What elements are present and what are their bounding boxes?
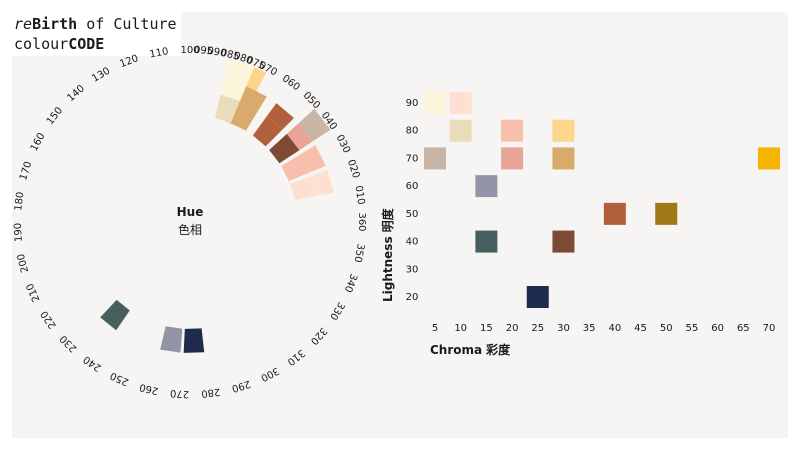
colour-swatches	[424, 92, 780, 308]
chroma-tick-55: 55	[686, 323, 699, 334]
hue-segment-18-2	[312, 170, 334, 196]
hue-tick-095: 095	[194, 45, 214, 57]
hue-segment-42-1	[269, 133, 300, 164]
brand-birth: Birth	[32, 15, 78, 33]
lightness-tick-20: 20	[406, 292, 419, 303]
brand-line-2: colourCODE	[14, 34, 109, 54]
chroma-tick-35: 35	[583, 323, 596, 334]
lightness-axis-label: Lightness 明度	[380, 207, 395, 302]
chroma-tick-5: 5	[432, 323, 438, 334]
swatch-c30-l80	[552, 119, 575, 142]
hue-segment-80-3	[224, 58, 255, 87]
chroma-tick-labels: 5 10 15 20 25 30 35 40 45 50 55 60 65 70	[432, 323, 776, 334]
lightness-tick-30: 30	[406, 264, 419, 275]
hue-tick-100: 100	[180, 45, 199, 56]
chroma-tick-30: 30	[557, 323, 570, 334]
brand-re: re	[14, 15, 33, 33]
lightness-tick-70: 70	[406, 153, 419, 164]
brand-code: CODE	[68, 35, 105, 53]
hue-segment-80-1	[214, 94, 241, 124]
swatch-c40-l50	[603, 202, 626, 225]
hue-tick-085: 085	[219, 48, 240, 63]
hue-segment-42-2	[286, 123, 313, 151]
hue-segment-70-2	[240, 86, 267, 111]
chroma-tick-70: 70	[763, 323, 776, 334]
hue-tick-110: 110	[149, 46, 170, 60]
lightness-tick-labels: 20 30 40 50 60 70 80 90	[406, 98, 419, 303]
swatch-c20-l70	[501, 147, 524, 170]
hue-wheel-segments	[100, 58, 334, 353]
chroma-tick-60: 60	[711, 323, 724, 334]
chroma-tick-45: 45	[634, 323, 647, 334]
hue-tick-010: 010	[352, 185, 366, 206]
chroma-axis-label-zh: 彩度	[485, 342, 511, 357]
lightness-axis-label-en: Lightness	[381, 236, 395, 302]
hue-tick-290: 290	[230, 378, 252, 394]
lightness-tick-40: 40	[406, 237, 419, 248]
hue-segment-80-2	[220, 79, 247, 101]
hue-segment-275-1	[183, 328, 205, 353]
hue-title-en: Hue	[177, 205, 204, 219]
chroma-tick-20: 20	[506, 323, 519, 334]
swatch-c10-l90	[449, 92, 472, 114]
chroma-tick-15: 15	[480, 323, 493, 334]
swatch-c5-l70	[424, 147, 446, 170]
hue-tick-260: 260	[138, 381, 159, 396]
lightness-tick-90: 90	[406, 98, 419, 109]
hue-segment-30-2	[301, 145, 326, 172]
hue-title-zh: 色相	[178, 223, 202, 237]
swatch-c50-l50	[655, 202, 678, 225]
brand-of-culture: of Culture	[77, 15, 177, 33]
lightness-tick-50: 50	[406, 209, 419, 220]
hue-tick-170: 170	[18, 160, 34, 182]
hue-segment-236-1	[100, 299, 130, 331]
hue-segment-70-1	[230, 100, 259, 131]
hue-tick-090: 090	[207, 46, 228, 60]
lightness-tick-80: 80	[406, 126, 419, 137]
swatch-c70-l70	[758, 147, 780, 170]
chroma-tick-25: 25	[531, 323, 544, 334]
hue-tick-270: 270	[170, 387, 190, 399]
swatch-c30-l70	[552, 147, 575, 170]
brand-colour: colour	[14, 35, 69, 53]
swatch-c5-l90	[424, 92, 446, 114]
hue-tick-190: 190	[13, 222, 25, 242]
brand-logo: reBirth of Culture colourCODE	[12, 12, 181, 56]
hue-segment-18-1	[290, 175, 319, 201]
swatch-c20-l80	[501, 119, 524, 142]
lightness-axis-label-zh: 明度	[380, 207, 395, 232]
hue-segment-265-1	[160, 326, 183, 353]
chroma-tick-10: 10	[454, 323, 467, 334]
hue-segment-42-3	[298, 108, 331, 142]
chart-panel	[12, 12, 788, 438]
hue-tick-280: 280	[201, 386, 221, 399]
swatch-c25-l20	[526, 286, 549, 308]
hue-tick-350: 350	[352, 243, 366, 264]
chroma-tick-40: 40	[608, 323, 621, 334]
hue-tick-200: 200	[16, 252, 31, 273]
chroma-axis-label-en: Chroma	[430, 343, 482, 357]
chroma-axis-label: Chroma 彩度	[430, 342, 511, 357]
hue-tick-360: 360	[356, 212, 367, 231]
swatch-c10-l80	[449, 119, 472, 142]
hue-segment-55-1	[252, 116, 283, 147]
chroma-tick-65: 65	[737, 323, 750, 334]
hue-tick-180: 180	[13, 191, 26, 211]
swatch-c15-l60	[475, 175, 498, 198]
hue-segment-55-2	[266, 103, 294, 130]
chroma-tick-50: 50	[660, 323, 673, 334]
swatch-c15-l40	[475, 230, 498, 253]
brand-line-1: reBirth of Culture	[14, 14, 177, 34]
hue-segment-30-1	[281, 153, 312, 182]
swatch-c30-l40	[552, 230, 575, 253]
lightness-tick-60: 60	[406, 181, 419, 192]
